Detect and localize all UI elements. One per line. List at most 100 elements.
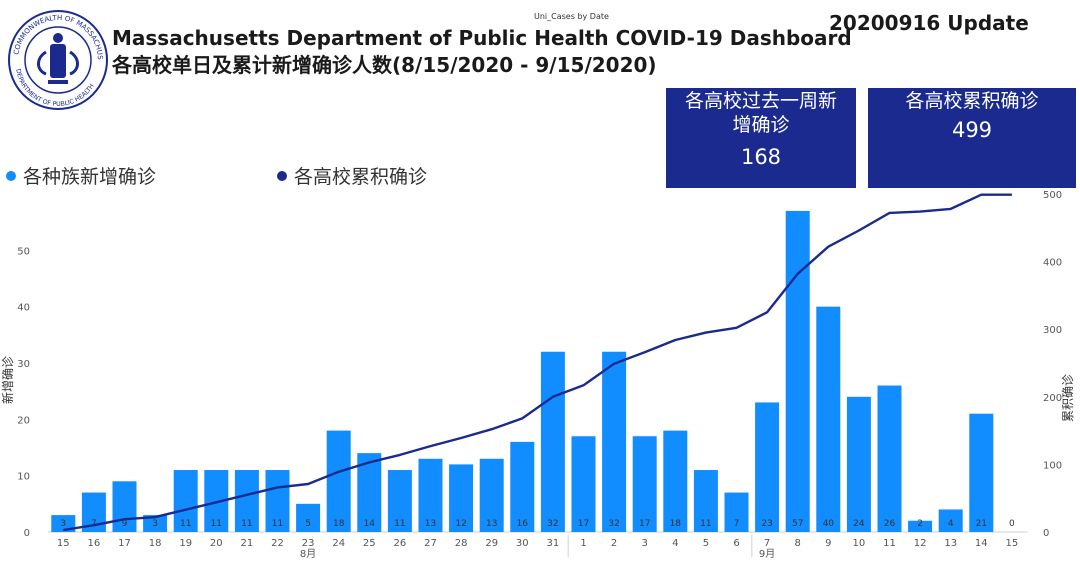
bar-value-label: 17 [578, 519, 589, 529]
y-right-tick-label: 400 [1043, 258, 1062, 269]
legend-item-cumulative[interactable]: 各高校累积确诊 [277, 162, 427, 189]
bar-value-label: 0 [1009, 519, 1015, 529]
bar [938, 509, 963, 532]
x-tick-label: 26 [394, 538, 407, 549]
bar-value-label: 32 [547, 519, 558, 529]
bar [632, 436, 657, 532]
y-right-axis-title: 累积确诊 [1061, 374, 1075, 422]
x-tick-label: 6 [733, 538, 739, 549]
x-tick-label: 20 [210, 538, 223, 549]
bar-value-label: 3 [60, 519, 66, 529]
x-tick-label: 31 [547, 538, 560, 549]
bar-value-label: 5 [305, 519, 311, 529]
bar-value-label: 13 [425, 519, 436, 529]
bar [296, 503, 321, 532]
x-tick-label: 30 [516, 538, 529, 549]
x-tick-label: 19 [179, 538, 192, 549]
bar [816, 306, 841, 532]
bar-value-label: 57 [792, 519, 803, 529]
bar [602, 351, 627, 532]
bar-value-label: 32 [608, 519, 619, 529]
bar [755, 402, 780, 532]
x-tick-label: 11 [883, 538, 896, 549]
bar-value-label: 24 [853, 519, 865, 529]
x-tick-label: 22 [271, 538, 284, 549]
x-tick-label: 1 [580, 538, 586, 549]
bar [387, 470, 412, 532]
x-tick-label: 4 [672, 538, 678, 549]
bar [449, 464, 474, 532]
month-label: 9月 [759, 548, 775, 560]
x-tick-label: 21 [241, 538, 254, 549]
x-tick-label: 5 [703, 538, 709, 549]
kpi-weekly-label: 各高校过去一周新 增确诊 [684, 90, 837, 136]
x-tick-label: 15 [57, 538, 70, 549]
legend-dot-cumulative [277, 170, 287, 181]
x-tick-label: 8 [795, 538, 801, 549]
bar-value-label: 23 [761, 519, 772, 529]
bar [51, 515, 76, 532]
bar [908, 520, 933, 532]
bar [479, 458, 504, 532]
bar-value-label: 11 [700, 519, 711, 529]
x-tick-label: 12 [914, 538, 927, 549]
x-tick-label: 25 [363, 538, 376, 549]
kpi-weekly-value: 168 [740, 145, 782, 169]
y-right-tick-label: 100 [1043, 460, 1062, 471]
bar-value-label: 11 [272, 519, 283, 529]
x-tick-label: 18 [149, 538, 162, 549]
bar-value-label: 7 [734, 519, 740, 529]
bar-value-label: 21 [976, 519, 987, 529]
bar-value-label: 16 [517, 519, 529, 529]
bar [418, 458, 443, 532]
x-tick-label: 29 [485, 538, 498, 549]
bar [969, 413, 994, 532]
y-left-tick-label: 0 [24, 528, 30, 539]
y-right-tick-label: 500 [1043, 190, 1062, 201]
bar [173, 470, 198, 532]
x-tick-label: 13 [944, 538, 957, 549]
bar-value-label: 11 [211, 519, 222, 529]
update-label: 20200916 Update [829, 11, 1029, 35]
x-tick-label: 14 [975, 538, 988, 549]
bar [234, 470, 259, 532]
legend-item-daily[interactable]: 各种族新增确诊 [6, 162, 156, 189]
y-right-tick-label: 0 [1043, 528, 1049, 539]
bar [877, 385, 902, 532]
cumulative-line [63, 193, 1012, 532]
x-tick-label: 7 [764, 538, 770, 549]
x-tick-label: 24 [332, 538, 345, 549]
y-left-tick-label: 20 [17, 415, 30, 426]
bar [693, 470, 718, 532]
bar-value-label: 14 [364, 519, 376, 529]
bar [540, 351, 565, 532]
x-tick-label: 2 [611, 538, 617, 549]
x-tick-label: 15 [1006, 538, 1019, 549]
x-tick-label: 23 [302, 538, 315, 549]
bar [112, 481, 137, 532]
bar [724, 492, 749, 532]
x-tick-label: 27 [424, 538, 437, 549]
bar [326, 430, 351, 532]
bar [357, 453, 382, 532]
y-left-tick-label: 30 [17, 359, 30, 370]
bar-value-label: 26 [884, 519, 896, 529]
bar-value-label: 3 [152, 519, 158, 529]
kpi-weekly-cases: 各高校过去一周新 增确诊 168 [666, 88, 856, 188]
y-left-tick-label: 50 [17, 246, 30, 257]
visual-caption: Uni_Cases by Date [534, 12, 609, 21]
x-tick-label: 17 [118, 538, 131, 549]
bar-value-label: 11 [241, 519, 252, 529]
x-tick-label: 3 [642, 538, 648, 549]
kpi-total-cases: 各高校累积确诊 499 [868, 88, 1076, 188]
y-left-tick-label: 10 [17, 472, 30, 483]
bar-value-label: 4 [948, 519, 954, 529]
dashboard-title: Massachusetts Department of Public Healt… [112, 26, 852, 50]
bar-value-label: 9 [122, 519, 128, 529]
x-tick-label: 16 [88, 538, 101, 549]
x-tick-label: 9 [825, 538, 831, 549]
bar-value-label: 11 [180, 519, 191, 529]
y-right-tick-label: 200 [1043, 393, 1062, 404]
y-left-axis-title: 新增确诊 [0, 356, 15, 404]
x-tick-label: 10 [853, 538, 866, 549]
